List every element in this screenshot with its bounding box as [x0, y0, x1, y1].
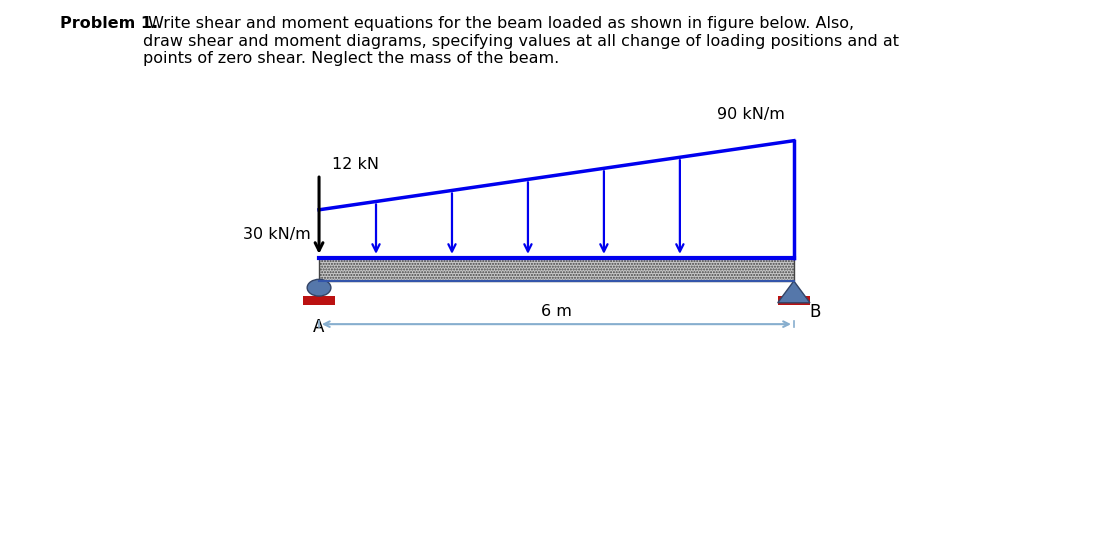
- Text: B: B: [810, 302, 820, 320]
- Text: A: A: [313, 318, 325, 336]
- Polygon shape: [778, 281, 810, 303]
- Text: 12 kN: 12 kN: [331, 157, 379, 172]
- Text: Write shear and moment equations for the beam loaded as shown in figure below. A: Write shear and moment equations for the…: [143, 16, 899, 66]
- Text: 30 kN/m: 30 kN/m: [243, 226, 311, 242]
- Text: 6 m: 6 m: [542, 304, 572, 319]
- Text: 90 kN/m: 90 kN/m: [718, 107, 785, 122]
- Bar: [778, 296, 810, 305]
- Bar: [303, 296, 335, 305]
- Ellipse shape: [307, 279, 330, 296]
- Text: Problem 1.: Problem 1.: [60, 16, 159, 32]
- Bar: [319, 258, 794, 281]
